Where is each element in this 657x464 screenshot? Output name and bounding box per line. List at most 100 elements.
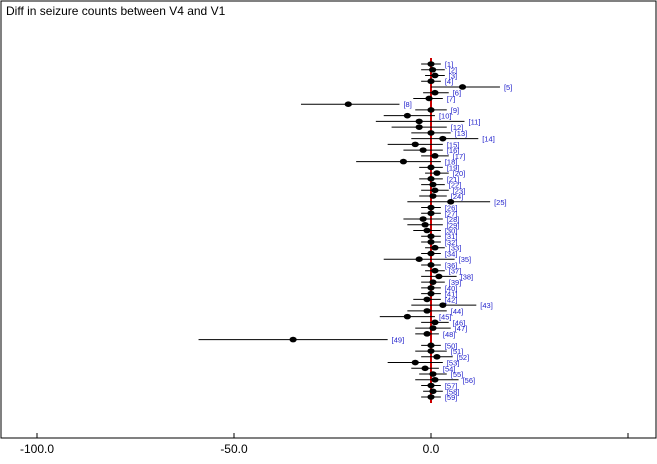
x-tick-label: -100.0	[20, 442, 54, 456]
point-marker	[427, 164, 435, 171]
point-label: [57]	[445, 382, 458, 391]
point-marker	[421, 365, 429, 372]
point-marker	[427, 204, 435, 211]
point-label: [19]	[447, 163, 460, 172]
point-label: [17]	[453, 152, 466, 161]
point-label: [21]	[447, 175, 460, 184]
point-label: [4]	[445, 77, 453, 86]
point-label: [13]	[455, 129, 468, 138]
x-tick-label: -50.0	[220, 442, 248, 456]
point-marker	[427, 285, 435, 291]
point-label: [35]	[459, 255, 472, 264]
point-label: [10]	[439, 112, 452, 121]
point-marker	[447, 198, 455, 205]
point-marker	[429, 371, 437, 377]
point-marker	[411, 359, 419, 366]
point-label: [24]	[451, 192, 464, 201]
point-label: [55]	[451, 370, 464, 379]
point-marker	[423, 296, 431, 303]
point-marker	[429, 388, 437, 395]
point-label: [47]	[455, 324, 468, 333]
point-marker	[415, 124, 423, 130]
point-marker	[431, 267, 439, 274]
point-label: [15]	[447, 140, 460, 149]
point-label: [27]	[445, 209, 458, 218]
point-marker	[431, 244, 439, 251]
point-marker	[344, 101, 352, 107]
point-label: [18]	[445, 158, 458, 167]
point-marker	[429, 181, 437, 188]
point-marker	[427, 394, 435, 400]
point-label: [58]	[447, 387, 460, 396]
point-label: [36]	[445, 261, 458, 270]
point-marker	[423, 308, 431, 314]
point-marker	[419, 216, 427, 222]
point-label: [50]	[445, 341, 458, 350]
point-label: [41]	[445, 290, 458, 299]
point-label: [39]	[449, 278, 462, 287]
point-label: [37]	[449, 267, 462, 276]
point-marker	[427, 290, 435, 297]
point-marker	[427, 233, 435, 240]
point-marker	[431, 376, 439, 383]
point-marker	[435, 273, 443, 280]
point-label: [23]	[453, 186, 466, 195]
point-marker	[427, 176, 435, 182]
point-marker	[431, 187, 439, 194]
point-label: [46]	[453, 318, 466, 327]
point-label: [22]	[449, 181, 462, 190]
point-marker	[431, 153, 439, 159]
point-marker	[423, 227, 431, 234]
point-label: [16]	[447, 146, 460, 155]
point-label: [29]	[447, 221, 460, 230]
point-marker	[415, 256, 423, 263]
point-label: [56]	[463, 376, 476, 385]
point-marker	[399, 158, 408, 165]
point-label: [25]	[494, 198, 507, 207]
point-label: [6]	[453, 89, 461, 98]
point-label: [43]	[480, 301, 493, 310]
point-label: [32]	[445, 238, 458, 247]
point-marker	[428, 66, 437, 73]
x-axis: -100.0 -50.0 0.0	[20, 433, 629, 456]
point-marker	[427, 107, 435, 113]
point-marker	[427, 239, 435, 245]
point-label: [53]	[447, 359, 460, 368]
point-label: [30]	[445, 227, 458, 236]
point-marker	[423, 331, 431, 337]
point-marker	[427, 78, 435, 85]
point-marker	[415, 118, 423, 125]
point-label: [11]	[468, 117, 480, 126]
point-label: [42]	[445, 295, 458, 304]
chart-marks: [1][2][3][4][5][6][7][8][9][10][11][12][…	[198, 58, 512, 403]
point-marker	[403, 112, 411, 119]
point-marker	[429, 325, 437, 331]
point-marker	[427, 210, 435, 217]
point-marker	[411, 141, 419, 148]
point-label: [7]	[447, 94, 455, 103]
point-label: [38]	[461, 272, 474, 281]
point-marker	[427, 250, 435, 257]
point-label: [28]	[447, 215, 460, 224]
point-label: [54]	[443, 364, 456, 373]
point-label: [52]	[457, 353, 470, 362]
point-label: [51]	[451, 347, 464, 356]
point-label: [40]	[445, 284, 458, 293]
point-marker	[419, 147, 427, 153]
point-marker	[427, 61, 435, 67]
point-label: [48]	[443, 330, 456, 339]
plot-border	[0, 0, 657, 439]
point-marker	[429, 279, 437, 285]
point-label: [49]	[392, 336, 405, 345]
point-label: [8]	[403, 100, 411, 109]
point-marker	[433, 170, 441, 176]
chart-title: Diff in seizure counts between V4 and V1	[6, 4, 226, 18]
point-label: [2]	[449, 66, 457, 75]
point-label: [5]	[504, 83, 512, 92]
point-label: [12]	[451, 123, 464, 132]
point-label: [14]	[482, 135, 495, 144]
point-marker	[458, 84, 467, 90]
point-marker	[433, 354, 441, 360]
point-label: [1]	[445, 60, 453, 69]
point-label: [34]	[445, 249, 458, 258]
